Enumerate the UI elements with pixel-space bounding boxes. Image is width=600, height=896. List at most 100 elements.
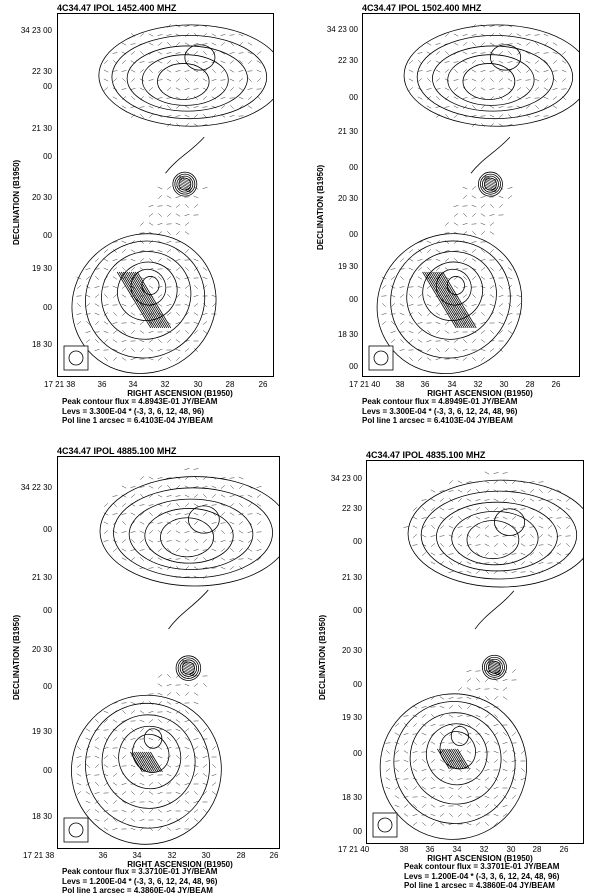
polarization-vector [122, 43, 126, 45]
polarization-vector [185, 277, 190, 279]
polarization-vector [203, 51, 206, 55]
polarization-vector [131, 819, 135, 822]
polarization-vector [413, 769, 417, 772]
polarization-vector [221, 34, 226, 35]
peak-flux-line: Peak contour flux = 3.3710E-01 JY/BEAM [62, 867, 217, 877]
polarization-vector [131, 791, 135, 795]
north-lobe-contour [127, 46, 247, 111]
polarization-vector [140, 531, 144, 533]
polarization-vector [404, 804, 408, 807]
polarization-vector [194, 567, 198, 570]
polarization-vector [203, 277, 208, 279]
polarization-vector [203, 44, 208, 45]
polarization-vector [476, 741, 480, 745]
polarization-vector [535, 87, 539, 90]
polarization-vector [476, 688, 481, 689]
polarization-vector [436, 313, 440, 316]
polarization-vector [104, 259, 108, 262]
x-tick: 26 [541, 380, 571, 389]
polarization-vector [526, 80, 531, 81]
polarization-vector [149, 69, 152, 73]
polarization-vector [221, 97, 226, 98]
y-tick: 00 [8, 303, 52, 312]
polarization-vector [418, 267, 422, 270]
polarization-vector [485, 678, 489, 681]
polarization-vector [548, 500, 553, 501]
polarization-vector [185, 531, 190, 532]
polarization-vector [553, 43, 557, 46]
polarization-vector [530, 562, 534, 565]
polarization-vector [167, 711, 172, 713]
polarization-vector [149, 549, 153, 551]
polarization-vector [431, 742, 435, 745]
contour-map-plot [363, 14, 579, 376]
polarization-vector [257, 549, 262, 550]
polarization-vector [490, 267, 494, 271]
x-tick: 26 [259, 851, 289, 860]
polarization-vector [404, 786, 408, 790]
y-tick: 00 [314, 163, 358, 172]
polarization-vector [436, 348, 440, 352]
polarization-vector [445, 79, 449, 81]
polarization-vector [566, 498, 570, 501]
x-tick: 34 [442, 845, 472, 854]
polarization-vector [485, 778, 489, 781]
polarization-vector [472, 70, 476, 73]
polarization-vector [449, 561, 452, 565]
polarization-vector [95, 810, 99, 813]
contour-map [57, 13, 274, 377]
polarization-vector [485, 787, 489, 790]
polarization-vector [149, 62, 154, 63]
polarization-vector [167, 42, 170, 46]
polarization-vector [239, 70, 244, 71]
polarization-vector [445, 107, 450, 108]
polarization-vector [418, 97, 422, 99]
polarization-vector [400, 321, 404, 324]
x-tick: 26 [549, 845, 579, 854]
polarization-vector [221, 512, 225, 515]
polarization-vector [176, 783, 180, 786]
polarization-vector [113, 720, 117, 723]
polarization-vector [463, 61, 467, 63]
polarization-vector [149, 801, 154, 803]
polarization-vector [418, 312, 422, 316]
polarization-vector [86, 339, 90, 342]
polarization-vector [140, 114, 143, 118]
polarization-vector [535, 52, 540, 53]
polarization-vector [458, 796, 462, 799]
polarization-vector [503, 679, 508, 680]
polarization-vector [149, 34, 153, 36]
polarization-vector [508, 187, 513, 188]
y-tick: 00 [8, 682, 52, 691]
polarization-vector [122, 532, 127, 533]
panel-title: 4C34.47 IPOL 4835.100 MHZ [366, 450, 485, 460]
polarization-vector [463, 349, 468, 351]
polarization-vector [194, 504, 198, 507]
polarization-vector [167, 231, 171, 235]
polarization-vector [440, 769, 445, 771]
polarization-vector [485, 552, 489, 555]
polarization-vector [508, 51, 511, 55]
polarization-vector [494, 724, 499, 726]
polarization-vector [239, 53, 244, 54]
polarization-vector [382, 296, 387, 297]
polarization-vector [427, 60, 431, 63]
polarization-vector [427, 358, 431, 361]
polarization-vector [104, 339, 108, 342]
polarization-vector [422, 804, 426, 807]
polarization-vector [503, 553, 508, 554]
polarization-vector [113, 514, 118, 515]
polarization-vector [167, 196, 171, 199]
polarization-vector [458, 805, 463, 807]
polarization-vector [203, 61, 208, 62]
polarization-vector [499, 106, 504, 107]
polarization-vector [476, 759, 480, 762]
polarization-vector [185, 747, 190, 749]
polarization-vector [449, 543, 453, 546]
polarization-vector [481, 42, 485, 45]
polarization-vector [77, 296, 82, 297]
polarization-vector [167, 692, 171, 695]
polarization-vector [490, 204, 494, 208]
polarization-vector [113, 800, 117, 803]
polarization-vector [481, 70, 486, 71]
